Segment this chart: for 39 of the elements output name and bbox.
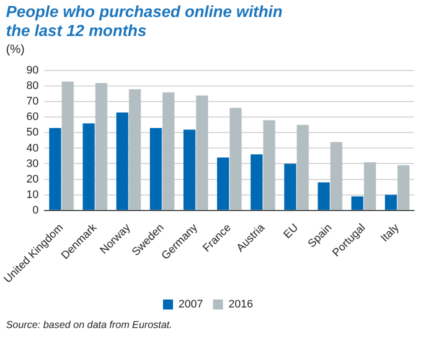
bar — [49, 128, 62, 210]
x-tick-label: EU — [281, 222, 301, 242]
bar — [150, 128, 162, 210]
bar — [196, 95, 208, 210]
bar — [384, 194, 397, 210]
y-tick-label: 0 — [32, 204, 39, 216]
y-tick-label: 70 — [26, 96, 39, 108]
bar — [116, 112, 128, 210]
chart-title: People who purchased online within the last 12 months — [6, 3, 284, 41]
bar — [351, 196, 364, 210]
bar — [95, 83, 108, 210]
bar — [62, 81, 74, 210]
bar — [162, 92, 174, 210]
bar — [128, 89, 141, 210]
bar — [82, 123, 95, 210]
y-tick-label: 90 — [26, 64, 39, 77]
bar — [230, 108, 242, 210]
x-tick-label: Italy — [378, 221, 402, 245]
bar — [250, 154, 263, 210]
bar — [296, 124, 309, 210]
bar — [263, 120, 276, 210]
y-axis-title: (%) — [6, 42, 25, 56]
y-tick-label: 20 — [26, 173, 39, 186]
y-tick-label: 80 — [26, 80, 39, 92]
bar — [217, 158, 230, 210]
y-tick-label: 60 — [26, 111, 39, 124]
bar — [284, 164, 296, 210]
bar — [398, 165, 410, 210]
y-tick-label: 50 — [26, 126, 39, 139]
y-tick-label: 30 — [26, 158, 39, 170]
bar — [330, 142, 342, 210]
legend-label: 2016 — [228, 298, 253, 311]
y-tick-label: 10 — [26, 188, 39, 201]
bar — [364, 162, 376, 210]
source-note: Source: based on data from Eurostat. — [6, 320, 172, 331]
y-tick-label: 40 — [26, 142, 39, 154]
bar — [183, 130, 196, 210]
bar — [318, 182, 330, 210]
legend-label: 2007 — [178, 298, 204, 311]
